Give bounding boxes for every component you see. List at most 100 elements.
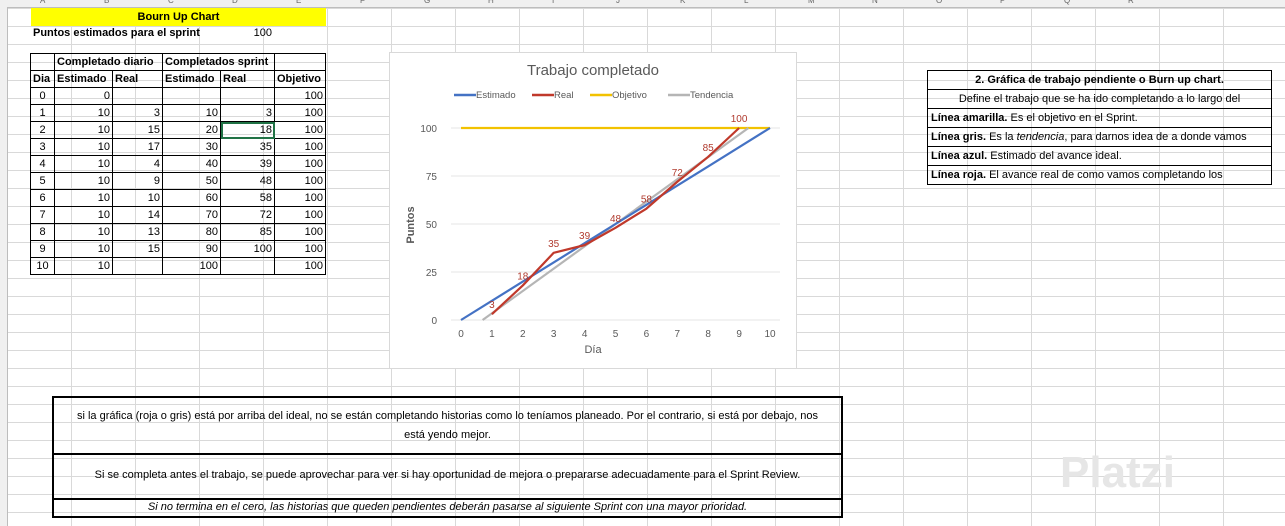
table-cell[interactable]: 9 — [112, 172, 163, 190]
table-cell[interactable]: 100 — [274, 189, 326, 207]
column-letter[interactable]: C — [168, 0, 174, 5]
points-label-cell[interactable]: Puntos estimados para el sprint — [33, 27, 200, 39]
table-cell[interactable]: 7 — [30, 206, 55, 224]
table-cell[interactable]: 100 — [274, 223, 326, 241]
table-cell[interactable]: 100 — [274, 240, 326, 258]
table-cell[interactable]: 0 — [30, 87, 55, 105]
table-cell[interactable]: 100 — [274, 206, 326, 224]
table-cell[interactable]: 0 — [54, 87, 113, 105]
table-cell[interactable]: 100 — [274, 172, 326, 190]
panel-yellow-line[interactable]: Línea amarilla. Es el objetivo en el Spr… — [928, 109, 1271, 128]
table-cell[interactable]: 13 — [112, 223, 163, 241]
column-header-bar[interactable]: A B C D E F G H I J K L M N O P Q R — [0, 0, 1285, 8]
table-cell[interactable]: 30 — [162, 138, 221, 156]
column-letter[interactable]: F — [360, 0, 365, 5]
column-letter[interactable]: N — [872, 0, 878, 5]
column-letter[interactable]: G — [424, 0, 431, 5]
row-header-bar[interactable] — [0, 7, 8, 526]
table-cell[interactable]: 10 — [54, 223, 113, 241]
table-cell[interactable]: 10 — [54, 155, 113, 173]
table-cell[interactable]: 10 — [112, 189, 163, 207]
table-cell[interactable]: 10 — [54, 206, 113, 224]
column-letter[interactable]: O — [936, 0, 943, 5]
column-letter[interactable]: D — [232, 0, 238, 5]
table-cell[interactable]: 72 — [220, 206, 275, 224]
table-cell[interactable]: 100 — [274, 138, 326, 156]
panel-heading[interactable]: 2. Gráfica de trabajo pendiente o Burn u… — [928, 71, 1271, 90]
sheet-title-cell[interactable]: Bourn Up Chart — [31, 8, 326, 26]
column-letter[interactable]: R — [1128, 0, 1134, 5]
table-cell[interactable]: 5 — [30, 172, 55, 190]
table-cell[interactable]: 3 — [220, 104, 275, 122]
table-cell[interactable]: 4 — [112, 155, 163, 173]
table-cell[interactable]: 20 — [162, 121, 221, 139]
table-cell[interactable]: 48 — [220, 172, 275, 190]
table-cell[interactable]: 70 — [162, 206, 221, 224]
note-above-ideal[interactable]: si la gráfica (roja o gris) está por arr… — [54, 398, 841, 455]
table-cell[interactable]: 58 — [220, 189, 275, 207]
column-header[interactable]: Real — [112, 70, 163, 88]
table-cell[interactable] — [220, 257, 275, 275]
table-cell[interactable]: 3 — [112, 104, 163, 122]
table-cell[interactable] — [220, 87, 275, 105]
table-cell[interactable]: 10 — [54, 104, 113, 122]
note-not-zero[interactable]: Si no termina en el cero, las historias … — [147, 501, 748, 513]
table-cell[interactable]: 100 — [274, 155, 326, 173]
panel-blue-line[interactable]: Línea azul. Estimado del avance ideal. — [928, 147, 1271, 166]
table-cell[interactable]: 100 — [274, 121, 326, 139]
column-letter[interactable]: A — [40, 0, 46, 5]
table-cell[interactable]: 10 — [54, 172, 113, 190]
table-cell[interactable]: 40 — [162, 155, 221, 173]
column-letter[interactable]: Q — [1064, 0, 1071, 5]
points-value-cell[interactable]: 100 — [253, 27, 272, 39]
panel-red-line[interactable]: Línea roja. El avance real de como vamos… — [928, 166, 1271, 184]
burnup-chart[interactable]: Trabajo completado Estimado Real Objetivo T… — [389, 52, 797, 369]
table-cell[interactable]: 18 — [220, 121, 275, 139]
table-cell[interactable]: 15 — [112, 121, 163, 139]
table-cell[interactable]: 100 — [162, 257, 221, 275]
table-cell[interactable]: 100 — [274, 257, 326, 275]
table-cell[interactable]: 9 — [30, 240, 55, 258]
column-letter[interactable]: L — [744, 0, 749, 5]
table-cell[interactable] — [112, 257, 163, 275]
group-header-daily[interactable]: Completado diario — [54, 53, 163, 71]
table-cell[interactable]: 17 — [112, 138, 163, 156]
table-cell[interactable]: 10 — [54, 240, 113, 258]
table-cell[interactable]: 1 — [30, 104, 55, 122]
table-cell[interactable]: 90 — [162, 240, 221, 258]
note-finish-early[interactable]: Si se completa antes el trabajo, se pued… — [54, 455, 841, 500]
table-cell[interactable]: 39 — [220, 155, 275, 173]
table-cell[interactable]: 10 — [54, 257, 113, 275]
column-header[interactable]: Estimado — [54, 70, 113, 88]
table-cell[interactable]: 85 — [220, 223, 275, 241]
table-cell[interactable]: 10 — [54, 121, 113, 139]
column-header[interactable]: Dia — [30, 70, 55, 88]
table-cell[interactable]: 14 — [112, 206, 163, 224]
panel-definition[interactable]: Define el trabajo que se ha ido completa… — [928, 90, 1271, 109]
table-cell[interactable]: 15 — [112, 240, 163, 258]
column-header[interactable]: Estimado — [162, 70, 221, 88]
table-cell[interactable]: 100 — [274, 104, 326, 122]
column-letter[interactable]: B — [104, 0, 110, 5]
column-letter[interactable]: I — [552, 0, 555, 5]
table-cell[interactable]: 100 — [220, 240, 275, 258]
column-letter[interactable]: H — [488, 0, 494, 5]
table-cell[interactable]: 10 — [162, 104, 221, 122]
table-cell[interactable] — [162, 87, 221, 105]
table-cell[interactable]: 8 — [30, 223, 55, 241]
panel-gray-line[interactable]: Línea gris. Es la tendencia, para darnos… — [928, 128, 1271, 147]
column-header[interactable]: Real — [220, 70, 275, 88]
column-letter[interactable]: K — [680, 0, 686, 5]
column-header[interactable]: Objetivo — [274, 70, 326, 88]
table-cell[interactable]: 80 — [162, 223, 221, 241]
table-corner-cell[interactable] — [274, 53, 326, 71]
table-cell[interactable]: 100 — [274, 87, 326, 105]
table-cell[interactable]: 35 — [220, 138, 275, 156]
table-cell[interactable]: 10 — [54, 189, 113, 207]
table-cell[interactable]: 4 — [30, 155, 55, 173]
group-header-sprint[interactable]: Completados sprint — [162, 53, 275, 71]
table-corner-cell[interactable] — [30, 53, 55, 71]
table-cell[interactable]: 2 — [30, 121, 55, 139]
table-cell[interactable]: 50 — [162, 172, 221, 190]
column-letter[interactable]: E — [296, 0, 302, 5]
